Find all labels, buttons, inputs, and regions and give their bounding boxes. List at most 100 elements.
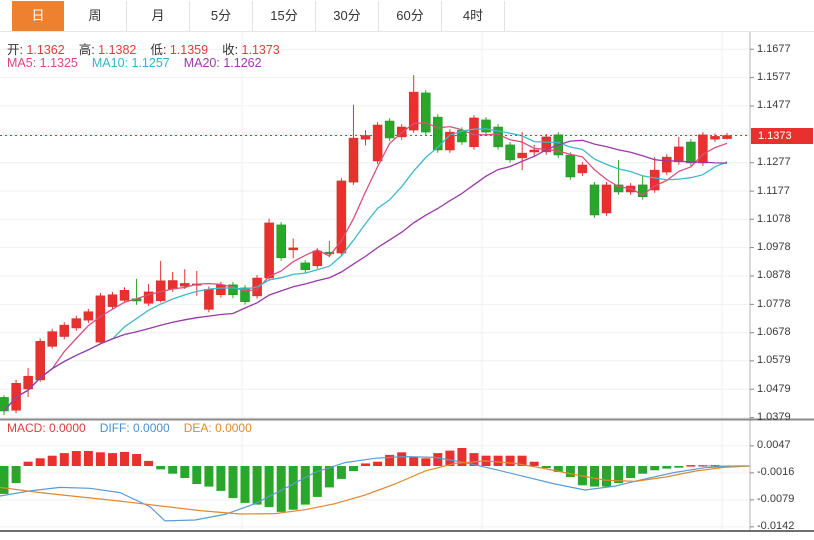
- axis-tick-label: -0.0079: [757, 493, 795, 506]
- macd-bar: [11, 466, 21, 484]
- axis-tick-label: 1.0479: [757, 382, 791, 395]
- candle: [505, 144, 515, 161]
- macd-bar: [602, 466, 611, 487]
- macd-bar: [83, 451, 93, 466]
- ma20-line: [3, 139, 728, 412]
- legend-item: DEA: 0.0000: [183, 421, 252, 435]
- macd-bar: [517, 455, 527, 466]
- legend-item: MACD: 0.0000: [7, 421, 86, 435]
- candle: [47, 331, 57, 347]
- macd-bar: [686, 465, 696, 467]
- macd-bar: [228, 466, 238, 499]
- candle: [541, 136, 552, 153]
- candle: [204, 289, 214, 310]
- macd-bar: [156, 466, 166, 470]
- macd-bar: [457, 448, 467, 466]
- candle: [384, 120, 395, 139]
- macd-bar: [421, 458, 431, 466]
- candle: [228, 284, 238, 295]
- macd-bar: [565, 466, 575, 478]
- macd-bar: [95, 452, 105, 466]
- axis-tick-label: 1.0878: [757, 269, 791, 282]
- macd-bar: [445, 450, 455, 466]
- tab-周[interactable]: 周: [64, 1, 127, 31]
- macd-bar: [336, 466, 346, 479]
- candle: [601, 184, 612, 214]
- legend-item: 高: 1.1382: [78, 43, 137, 57]
- macd-bar: [180, 466, 190, 478]
- tab-4时[interactable]: 4时: [442, 1, 505, 31]
- candle: [95, 295, 106, 343]
- candle: [336, 180, 347, 254]
- axis-tick-label: 1.0978: [757, 241, 791, 254]
- legend-item: 收: 1.1373: [222, 43, 280, 57]
- candle: [216, 284, 226, 295]
- tab-60分[interactable]: 60分: [379, 1, 442, 31]
- legend-item: DIFF: 0.0000: [99, 421, 170, 435]
- macd-bar: [553, 466, 563, 472]
- legend-item: 开: 1.1362: [7, 43, 65, 57]
- axis-tick-label: -0.0016: [757, 466, 795, 479]
- candle: [662, 156, 672, 173]
- tab-30分[interactable]: 30分: [316, 1, 379, 31]
- panel-borders: [0, 32, 814, 532]
- axis-tick-label: 1.0778: [757, 297, 791, 310]
- axis-tick-label: 1.0579: [757, 354, 791, 367]
- candles-layer: [0, 75, 732, 415]
- candle: [517, 152, 527, 159]
- dea-line: [0, 460, 751, 515]
- macd-bar: [433, 453, 443, 466]
- axis-tick-label: 1.0379: [757, 411, 791, 424]
- candle: [35, 341, 45, 381]
- axis-tick-label: 1.1078: [757, 212, 791, 225]
- candle: [589, 184, 600, 216]
- candle: [565, 154, 576, 178]
- candle: [445, 131, 455, 151]
- macd-bar: [349, 466, 358, 472]
- macd-bar: [276, 466, 286, 512]
- candle: [240, 287, 250, 303]
- macd-bar: [35, 458, 45, 466]
- ma5-line: [3, 122, 728, 412]
- macd-bar: [264, 466, 274, 508]
- legend-item: MA20: 1.1262: [183, 56, 262, 70]
- macd-bar: [47, 455, 57, 466]
- candle: [324, 251, 335, 255]
- macd-bar: [144, 460, 154, 466]
- axis-tick-label: 1.1577: [757, 71, 791, 84]
- tab-日[interactable]: 日: [12, 1, 64, 31]
- macd-bar: [469, 453, 479, 466]
- macd-bar: [132, 454, 142, 466]
- candle: [264, 222, 274, 279]
- candle: [167, 280, 178, 290]
- tab-5分[interactable]: 5分: [190, 1, 253, 31]
- legend-item: MA5: 1.1325: [7, 56, 78, 70]
- candle: [421, 92, 431, 133]
- ma-lines: [3, 122, 728, 412]
- candle: [613, 184, 624, 193]
- tab-15分[interactable]: 15分: [253, 1, 316, 31]
- candle: [577, 164, 588, 174]
- macd-bar: [614, 466, 624, 484]
- macd-bar: [300, 466, 310, 505]
- gridlines: [0, 32, 750, 531]
- macd-bar: [662, 466, 672, 469]
- ohlc-legend: 开: 1.1362 高: 1.1382 低: 1.1359 收: 1.1373: [7, 39, 294, 58]
- macd-legend: MACD: 0.0000 DIFF: 0.0000 DEA: 0.0000: [7, 421, 266, 435]
- candle: [107, 294, 118, 307]
- tab-月[interactable]: 月: [127, 1, 190, 31]
- macd-bar: [638, 466, 648, 474]
- candle: [686, 141, 696, 164]
- axis-tick-label: -0.0142: [757, 520, 795, 533]
- macd-bar: [361, 463, 370, 466]
- macd-bar: [240, 466, 250, 503]
- macd-histogram: [0, 448, 732, 512]
- diff-line: [0, 455, 750, 522]
- macd-bar: [674, 466, 684, 468]
- candle: [433, 116, 443, 151]
- axis-tick-label: 0.0047: [757, 439, 791, 452]
- macd-bar: [698, 465, 708, 467]
- legend-item: 低: 1.1359: [150, 43, 209, 57]
